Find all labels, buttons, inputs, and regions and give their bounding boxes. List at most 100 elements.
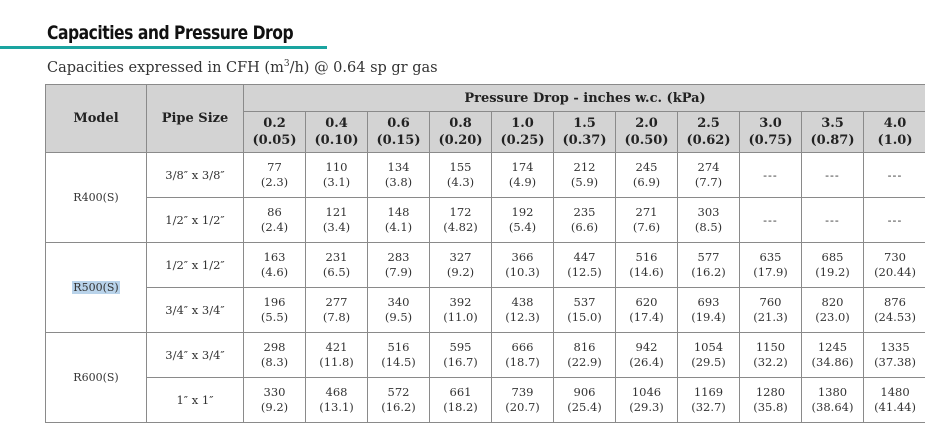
- capacity-cfh: 77: [267, 160, 282, 174]
- capacity-m3h: (8.3): [260, 355, 289, 369]
- capacity-cell: 231 (6.5): [305, 242, 368, 288]
- capacity-cell: 212 (5.9): [553, 152, 616, 198]
- capacity-m3h: (20.44): [874, 265, 916, 279]
- capacity-cell: 1150 (32.2): [739, 332, 802, 378]
- capacity-m3h: (3.1): [322, 175, 351, 189]
- capacity-cell: 666 (18.7): [491, 332, 554, 378]
- capacity-cell: 635 (17.9): [739, 242, 802, 288]
- pressure-kpa: (0.75): [748, 133, 793, 148]
- pressure-inches: 1.5: [573, 116, 596, 131]
- capacity-m3h: (32.2): [753, 355, 788, 369]
- capacity-m3h: (9.5): [384, 310, 413, 324]
- capacity-m3h: (11.8): [319, 355, 354, 369]
- capacity-cfh: 438: [511, 295, 534, 309]
- capacity-m3h: (3.8): [384, 175, 413, 189]
- capacity-cell: 277 (7.8): [305, 287, 368, 333]
- capacity-m3h: (37.38): [874, 355, 916, 369]
- capacity-cfh: 468: [325, 385, 348, 399]
- capacity-cfh: 163: [263, 250, 286, 264]
- capacity-m3h: (21.3): [753, 310, 788, 324]
- capacity-cell: 876 (24.53): [862, 287, 925, 333]
- capacity-cfh: 739: [511, 385, 534, 399]
- capacity-cfh: 1280: [755, 385, 786, 399]
- page-subtitle: Capacities expressed in CFH (m3/h) @ 0.6…: [47, 59, 438, 76]
- pressure-column-header: 0.4 (0.10): [305, 111, 368, 153]
- capacity-m3h: (15.0): [567, 310, 602, 324]
- capacity-m3h: (19.4): [691, 310, 726, 324]
- capacity-m3h: (25.4): [567, 400, 602, 414]
- capacity-m3h: (35.8): [753, 400, 788, 414]
- capacity-cell: 1054 (29.5): [677, 332, 740, 378]
- pressure-inches: 2.0: [635, 116, 658, 131]
- capacity-m3h: (19.2): [815, 265, 850, 279]
- capacity-cell: 685 (19.2): [801, 242, 864, 288]
- pressure-kpa: (0.25): [500, 133, 545, 148]
- capacity-cfh: 1150: [755, 340, 786, 354]
- capacity-cell: 516 (14.6): [615, 242, 678, 288]
- capacity-cfh: 620: [635, 295, 658, 309]
- capacity-m3h: (9.2): [446, 265, 475, 279]
- capacity-cell: 148 (4.1): [367, 197, 430, 243]
- capacity-cell: 155 (4.3): [429, 152, 492, 198]
- capacity-cell: ---: [739, 197, 802, 243]
- pressure-kpa: (0.10): [314, 133, 359, 148]
- capacity-cell: 77 (2.3): [243, 152, 306, 198]
- capacity-cfh: 110: [325, 160, 348, 174]
- capacity-cell: 340 (9.5): [367, 287, 430, 333]
- capacity-m3h: (29.3): [629, 400, 664, 414]
- capacity-cfh: 121: [325, 205, 348, 219]
- model-name: R400(S): [73, 191, 119, 204]
- pressure-drop-header: Pressure Drop - inches w.c. (kPa): [242, 84, 925, 112]
- capacity-cfh: 577: [697, 250, 720, 264]
- table-row: 3/4″ x 3/4″ 196 (5.5) 277 (7.8) 340 (9.5) 392 (1…: [46, 287, 925, 333]
- pressure-column-header: 0.6 (0.15): [367, 111, 430, 153]
- pressure-kpa: (1.0): [877, 133, 913, 148]
- pressure-kpa: (0.05): [252, 133, 297, 148]
- capacity-m3h: (26.4): [629, 355, 664, 369]
- pressure-inches: 4.0: [883, 116, 907, 131]
- capacity-cfh: 1335: [880, 340, 910, 354]
- page-title: Capacities and Pressure Drop: [47, 22, 294, 44]
- capacity-cfh: 572: [387, 385, 410, 399]
- pressure-inches: 0.8: [449, 116, 472, 131]
- capacity-cfh: 516: [635, 250, 658, 264]
- capacity-cfh: 537: [573, 295, 596, 309]
- model-cell: R600(S): [45, 332, 147, 423]
- capacity-cell: 661 (18.2): [429, 377, 492, 423]
- capacity-cfh: 1169: [693, 385, 724, 399]
- capacity-cell: 392 (11.0): [429, 287, 492, 333]
- capacity-cfh: 340: [387, 295, 410, 309]
- table-row: 1″ x 1″ 330 (9.2) 468 (13.1) 572 (16.2) 661 (18.…: [46, 377, 925, 423]
- capacity-cell: ---: [801, 197, 864, 243]
- capacity-cell: 572 (16.2): [367, 377, 430, 423]
- subtitle-prefix: Capacities expressed in CFH (m: [47, 59, 284, 76]
- pipe-size-cell: 1/2″ x 1/2″: [146, 242, 244, 288]
- capacity-cell: ---: [801, 152, 864, 198]
- capacity-m3h: (18.7): [505, 355, 540, 369]
- capacity-cfh: 148: [387, 205, 410, 219]
- table-row: R500(S) 1/2″ x 1/2″ 163 (4.6) 231 (6.5) 283 (7.…: [45, 242, 925, 333]
- capacity-cell: 303 (8.5): [677, 197, 740, 243]
- model-cell: R500(S): [45, 242, 147, 333]
- capacity-cfh: 685: [821, 250, 844, 264]
- capacity-cfh: 876: [884, 295, 906, 309]
- capacity-cell: 110 (3.1): [305, 152, 368, 198]
- capacity-m3h: (11.0): [443, 310, 478, 324]
- capacity-m3h: (6.9): [632, 175, 661, 189]
- capacity-cell: 942 (26.4): [615, 332, 678, 378]
- capacity-m3h: (6.6): [570, 220, 599, 234]
- capacity-cfh: 330: [263, 385, 286, 399]
- capacity-m3h: (2.3): [260, 175, 289, 189]
- capacity-cell: 283 (7.9): [367, 242, 430, 288]
- capacity-cell: 274 (7.7): [677, 152, 740, 198]
- capacity-m3h: (5.4): [508, 220, 537, 234]
- capacity-cell: 1335 (37.38): [862, 332, 925, 378]
- capacity-cell: 86 (2.4): [243, 197, 306, 243]
- capacity-m3h: (34.86): [811, 355, 854, 369]
- capacity-cfh: 303: [697, 205, 720, 219]
- capacity-cfh: 942: [635, 340, 658, 354]
- capacity-cfh: 298: [263, 340, 286, 354]
- capacity-cell: ---: [862, 197, 925, 243]
- capacity-cell: 271 (7.6): [615, 197, 678, 243]
- capacity-m3h: (23.0): [815, 310, 850, 324]
